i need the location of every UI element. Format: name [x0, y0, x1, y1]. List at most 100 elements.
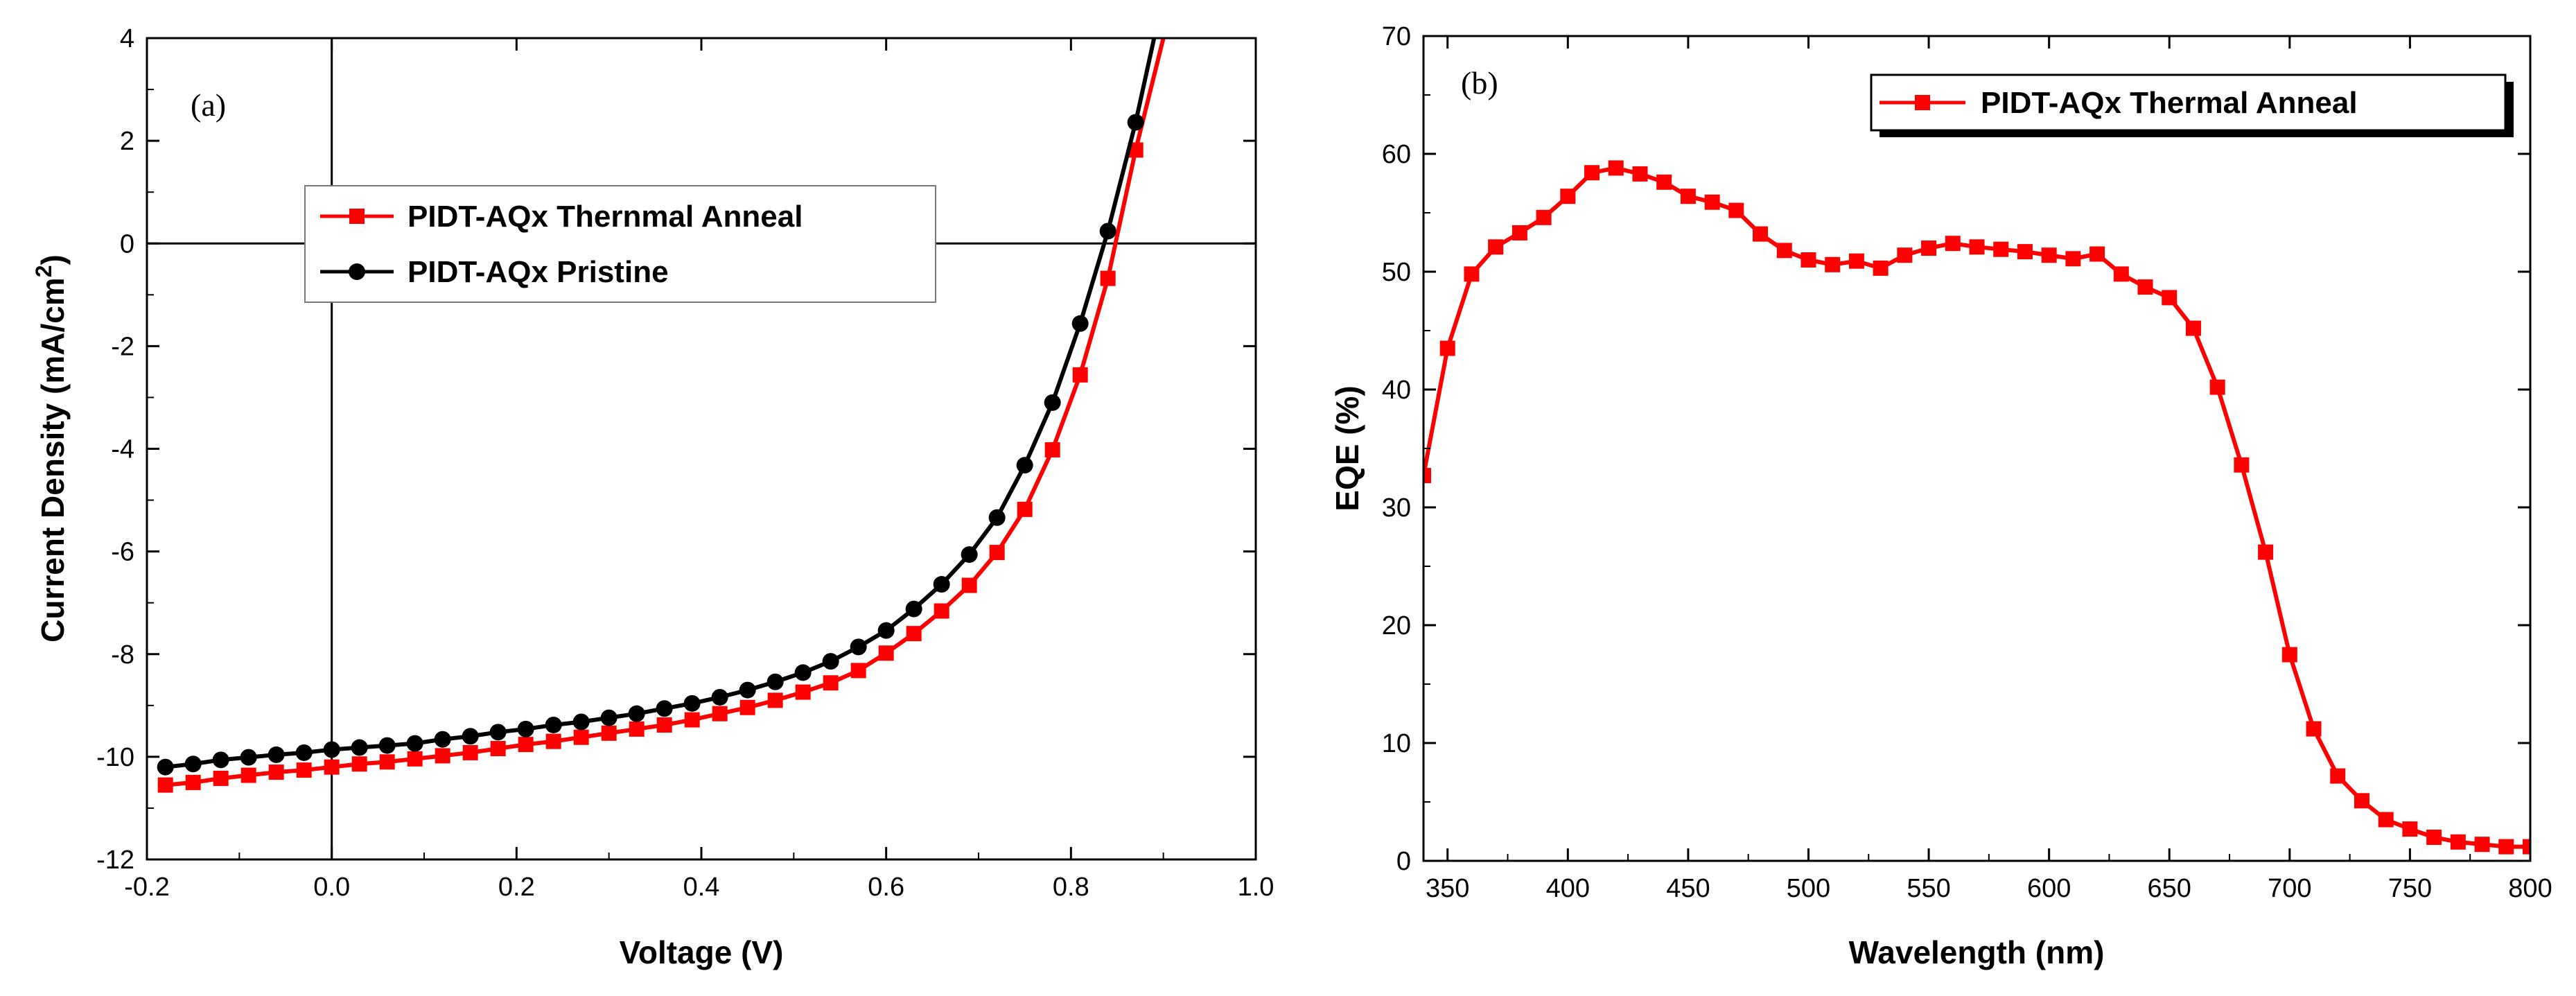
jv-data-point — [989, 545, 1005, 561]
jv-data-point — [1100, 270, 1116, 286]
jv-data-point — [213, 770, 229, 786]
eqe-axis-ticks: 350 400 450 500 550 600 650 700 750 800 0 10 20 30 40 5… — [1382, 22, 2552, 903]
jv-data-point — [905, 600, 922, 618]
eqe-data-point — [2281, 647, 2297, 663]
jv-data-point — [406, 735, 423, 752]
eqe-data-point — [1728, 202, 1744, 218]
eqe-x-tick-label: 450 — [1666, 874, 1710, 903]
jv-data-point — [767, 692, 783, 708]
jv-x-tick-label: 0.6 — [868, 873, 904, 902]
jv-data-point — [517, 720, 534, 737]
jv-data-point — [601, 725, 617, 741]
jv-data-point — [877, 622, 895, 639]
jv-data-point — [1128, 142, 1144, 158]
eqe-data-point — [2498, 839, 2514, 855]
eqe-data-point — [1584, 165, 1600, 181]
eqe-panel-label: (b) — [1461, 65, 1498, 101]
jv-data-point — [656, 700, 673, 717]
jv-y-tick-label: -8 — [111, 640, 134, 670]
eqe-data-point — [1969, 239, 1985, 255]
eqe-data-point — [1512, 225, 1527, 241]
legend-pristine-label: PIDT-AQx Pristine — [408, 255, 669, 289]
jv-data-point — [822, 653, 839, 670]
eqe-data-point — [1921, 241, 1937, 256]
eqe-data-point — [1536, 209, 1552, 225]
jv-data-point — [489, 724, 507, 741]
jv-data-point — [573, 729, 589, 745]
jv-data-point — [1017, 501, 1033, 517]
eqe-data-point — [2209, 379, 2225, 395]
eqe-x-tick-label: 350 — [1426, 874, 1469, 903]
jv-data-point — [434, 731, 451, 748]
eqe-series — [1423, 160, 2530, 855]
eqe-data-point — [2426, 830, 2442, 845]
jv-data-point — [878, 645, 894, 661]
jv-data-point — [850, 638, 867, 656]
eqe-data-point — [2065, 251, 2081, 267]
eqe-data-point — [2258, 544, 2274, 560]
eqe-x-tick-label: 650 — [2148, 874, 2191, 903]
jv-data-point — [823, 675, 839, 691]
jv-series-line — [165, 38, 1157, 769]
jv-axis-ticks: -0.2 0.0 0.2 0.4 0.6 0.8 1.0 -12 -10 -8 -6 -4 -2 0 2 4 — [96, 24, 1274, 902]
jv-y-tick-label: -2 — [111, 332, 134, 361]
jv-data-point — [518, 737, 534, 753]
jv-data-point — [296, 762, 312, 778]
jv-y-tick-label: 0 — [120, 229, 134, 259]
eqe-data-point — [1560, 189, 1576, 204]
jv-grid-lines — [147, 38, 1256, 859]
jv-data-point — [712, 706, 728, 722]
jv-data-point — [157, 758, 174, 776]
jv-y-tick-label: -10 — [96, 743, 134, 772]
eqe-data-point — [1800, 252, 1816, 268]
jv-data-point — [435, 748, 450, 764]
jv-data-point — [378, 737, 396, 754]
eqe-series-0 — [1423, 160, 2530, 855]
eqe-data-point — [1993, 241, 2009, 257]
eqe-data-point — [1488, 239, 1504, 255]
eqe-y-tick-label: 10 — [1382, 729, 1411, 758]
jv-data-point — [1127, 114, 1144, 131]
eqe-x-tick-label: 600 — [2027, 874, 2071, 903]
legend-eqe-label: PIDT-AQx Thermal Anneal — [1981, 86, 2358, 120]
legend-anneal-marker — [349, 209, 365, 224]
jv-data-point — [157, 777, 173, 793]
eqe-data-point — [1632, 166, 1648, 182]
jv-data-point — [324, 759, 340, 775]
jv-data-point — [961, 546, 978, 563]
jv-data-point — [1099, 222, 1116, 240]
jv-data-point — [379, 754, 395, 770]
jv-data-point — [323, 741, 340, 758]
eqe-data-point — [2523, 839, 2530, 855]
jv-data-point — [295, 744, 313, 761]
eqe-data-point — [1423, 468, 1431, 484]
eqe-x-tick-label: 550 — [1907, 874, 1950, 903]
eqe-data-point — [2354, 793, 2369, 809]
jv-data-point — [351, 739, 368, 756]
eqe-x-tick-label: 750 — [2388, 874, 2432, 903]
eqe-data-point — [1897, 247, 1913, 263]
eqe-data-point — [1464, 266, 1480, 282]
eqe-x-tick-label: 500 — [1787, 874, 1830, 903]
eqe-data-point — [2402, 821, 2418, 837]
jv-data-point — [933, 576, 950, 593]
legend-anneal-label: PIDT-AQx Thernmal Anneal — [408, 200, 803, 234]
jv-data-point — [240, 767, 256, 783]
jv-data-point — [934, 603, 949, 619]
jv-y-tick-label: 2 — [120, 127, 134, 156]
eqe-data-point — [1439, 340, 1455, 356]
eqe-data-point — [2306, 721, 2322, 737]
jv-data-point — [1016, 457, 1033, 474]
jv-data-point — [739, 681, 756, 699]
eqe-plot-frame — [1422, 35, 2532, 862]
eqe-data-point — [2113, 266, 2129, 282]
eqe-data-point — [1753, 226, 1769, 242]
eqe-x-tick-label: 800 — [2508, 874, 2552, 903]
jv-data-point — [268, 746, 285, 763]
jv-data-point — [462, 728, 479, 745]
jv-data-point — [766, 673, 784, 690]
jv-y-tick-label: 4 — [120, 24, 134, 53]
eqe-y-tick-label: 0 — [1396, 847, 1411, 876]
jv-y-tick-label: -6 — [111, 538, 134, 567]
